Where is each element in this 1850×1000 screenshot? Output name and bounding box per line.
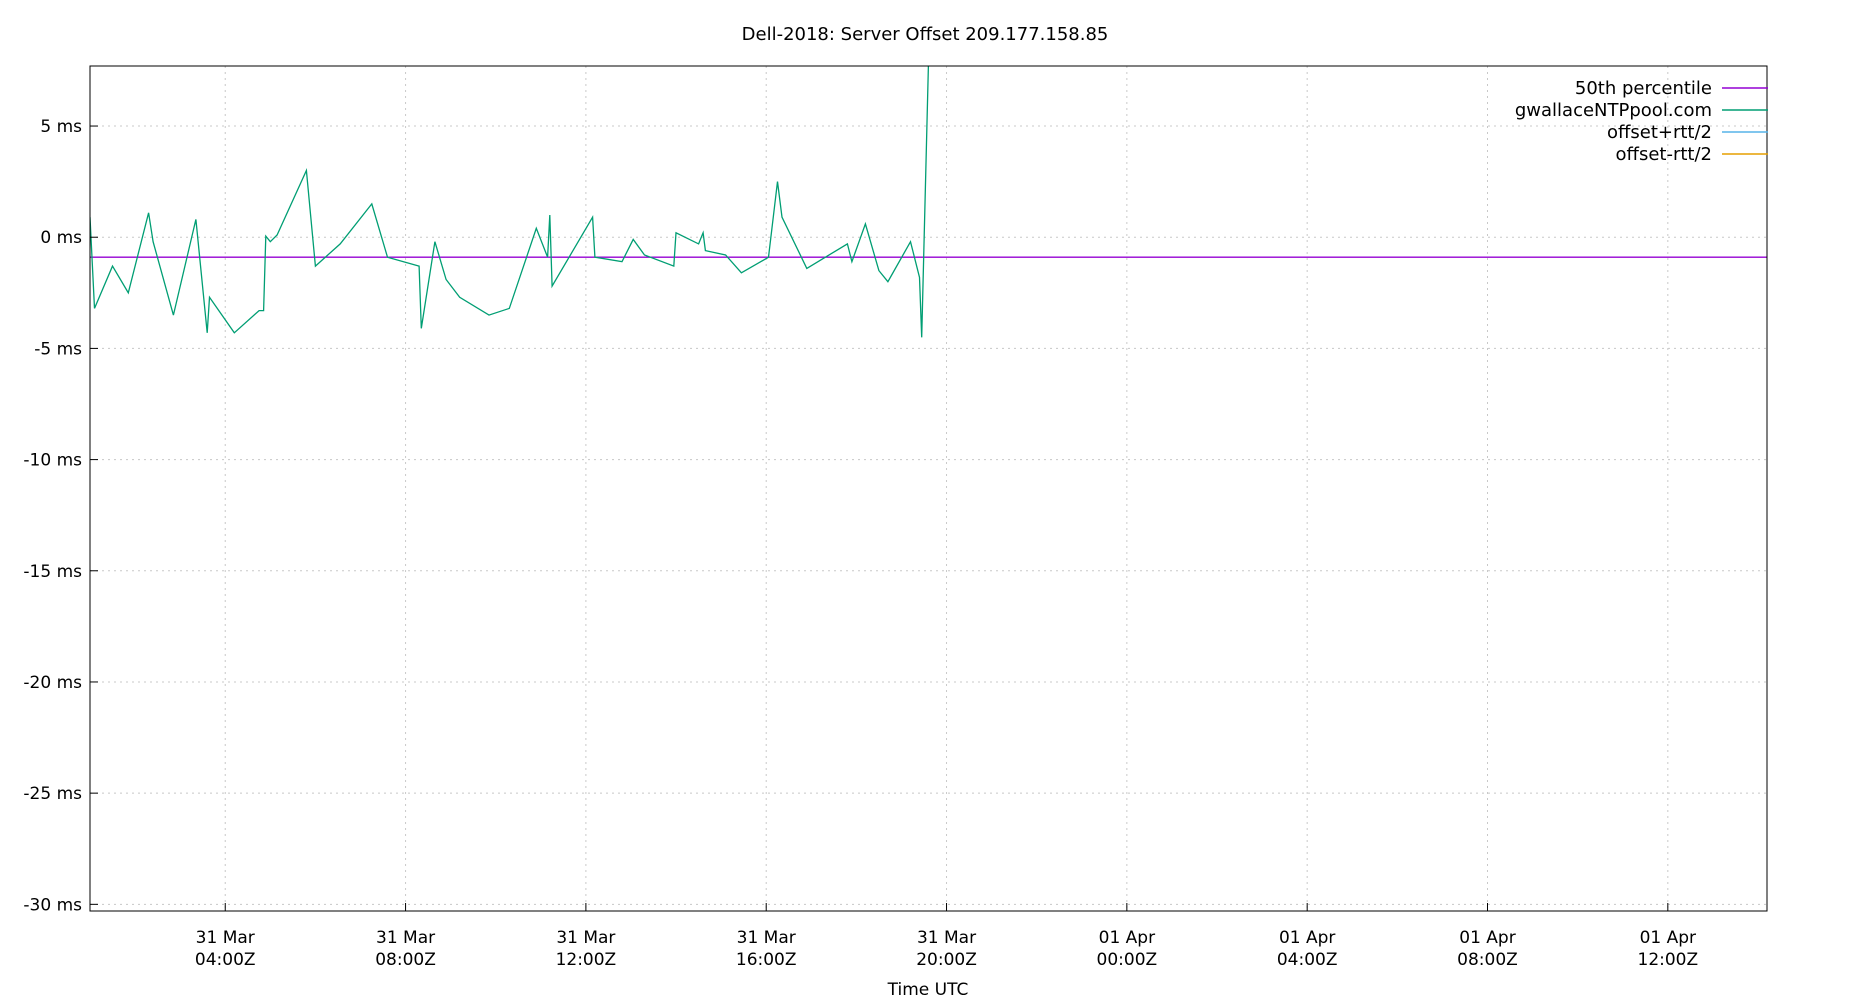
x-tick-date-label: 31 Mar [737,928,796,948]
y-tick-label: -25 ms [23,784,82,804]
series-layer [90,66,1767,338]
x-tick-date-label: 01 Apr [1640,928,1696,948]
x-tick-time-label: 04:00Z [195,950,256,970]
x-tick-time-label: 00:00Z [1097,950,1158,970]
legend: 50th percentilegwallaceNTPpool.comoffset… [1515,78,1768,165]
legend-label: 50th percentile [1575,78,1712,99]
x-tick-date-label: 01 Apr [1099,928,1155,948]
y-tick-label: 5 ms [40,117,82,137]
x-tick-time-label: 08:00Z [375,950,436,970]
x-tick-date-label: 31 Mar [917,928,976,948]
axis-ticks: 5 ms 0 ms -5 ms -10 ms -15 ms -20 ms -25 ms -30… [23,117,1698,970]
grid [90,66,1767,911]
x-tick-date-label: 31 Mar [556,928,615,948]
chart-title: Dell-2018: Server Offset 209.177.158.85 [742,24,1109,45]
legend-label: gwallaceNTPpool.com [1515,100,1712,121]
y-tick-label: -15 ms [23,562,82,582]
x-tick-date-label: 31 Mar [376,928,435,948]
x-tick-date-label: 01 Apr [1279,928,1335,948]
x-axis-label: Time UTC [887,980,969,1000]
legend-label: offset-rtt/2 [1616,144,1712,165]
x-tick-time-label: 12:00Z [556,950,617,970]
y-tick-label: -20 ms [23,673,82,693]
x-tick-time-label: 04:00Z [1277,950,1338,970]
x-tick-date-label: 31 Mar [196,928,255,948]
x-tick-time-label: 16:00Z [736,950,797,970]
x-tick-time-label: 20:00Z [916,950,977,970]
y-tick-label: 0 ms [40,228,82,248]
legend-label: offset+rtt/2 [1607,122,1712,143]
x-tick-date-label: 01 Apr [1459,928,1515,948]
y-tick-label: -30 ms [23,895,82,915]
y-tick-label: -5 ms [34,339,82,359]
y-tick-label: -10 ms [23,451,82,471]
series-line-1 [90,66,930,338]
x-tick-time-label: 08:00Z [1457,950,1518,970]
plot-frame [89,65,1768,912]
x-tick-time-label: 12:00Z [1638,950,1699,970]
